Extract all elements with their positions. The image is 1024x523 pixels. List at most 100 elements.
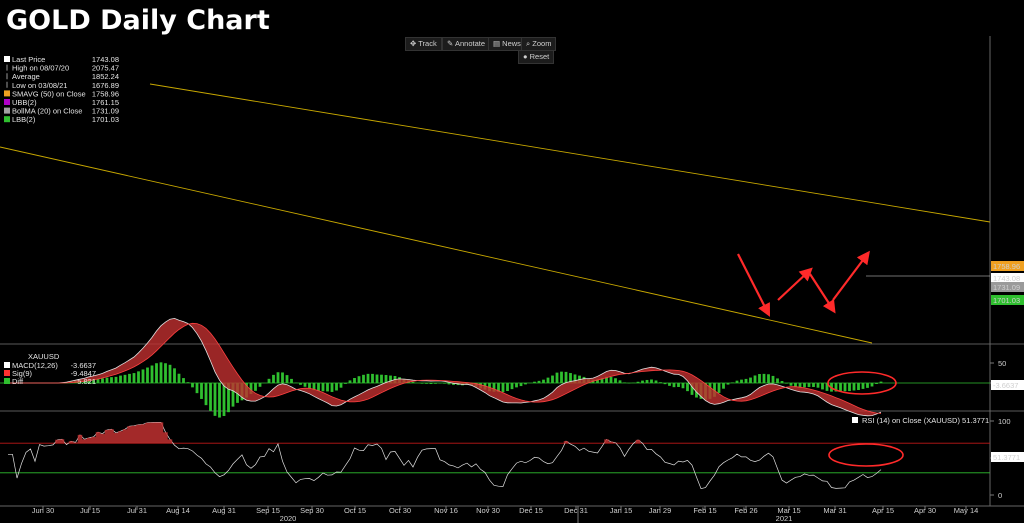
- x-tick-label: Dec 31: [564, 506, 588, 515]
- macd-legend-swatch: [4, 378, 10, 384]
- legend-label: LBB(2): [12, 115, 36, 124]
- trend-arrow: [809, 273, 836, 314]
- macd-histogram-bar: [672, 383, 676, 388]
- zoom-label: Zoom: [532, 39, 552, 48]
- macd-histogram-bar: [146, 367, 149, 383]
- macd-histogram-bar: [861, 383, 865, 389]
- macd-histogram-bar: [105, 377, 109, 383]
- annotate-label: Annotate: [454, 39, 485, 48]
- macd-histogram-bar: [303, 383, 307, 387]
- x-tick-label: Sep 30: [300, 506, 324, 515]
- macd-y-label: 50: [998, 359, 1006, 368]
- macd-histogram-bar: [344, 383, 347, 384]
- macd-histogram-bar: [839, 383, 842, 392]
- x-tick-label: Jun 30: [32, 506, 55, 515]
- macd-histogram-bar: [177, 373, 181, 383]
- legend-label: Last Price: [12, 55, 45, 64]
- legend-swatch: [4, 99, 10, 105]
- macd-histogram-bar: [384, 374, 388, 383]
- macd-histogram-bar: [281, 372, 284, 383]
- legend-swatch: [4, 107, 10, 114]
- chart-title: GOLD Daily Chart: [6, 5, 270, 36]
- macd-histogram-bar: [740, 379, 743, 383]
- macd-line: [8, 317, 882, 417]
- macd-histogram-bar: [299, 383, 302, 385]
- rsi-legend: RSI (14) on Close (XAUUSD) 51.3771: [862, 416, 989, 425]
- macd-histogram-bar: [272, 374, 275, 383]
- macd-histogram-bar: [195, 383, 199, 394]
- macd-histogram-bar: [159, 362, 163, 383]
- macd-legend-value: -3.6637: [71, 361, 96, 370]
- legend-value: 1761.15: [92, 98, 119, 107]
- year-label-2021: 2021: [776, 514, 793, 523]
- macd-histogram-bar: [420, 383, 424, 384]
- macd-histogram-bar: [713, 383, 716, 397]
- macd-histogram-bar: [366, 373, 370, 383]
- macd-histogram-bar: [290, 378, 293, 383]
- x-tick-label: Oct 30: [389, 506, 411, 515]
- price-label-box: [991, 282, 1024, 292]
- annotate-button[interactable]: ✎ Annotate: [442, 37, 490, 51]
- price-label-text: 1743.08: [993, 274, 1020, 283]
- x-tick-label: Aug 31: [212, 506, 236, 515]
- macd-last-label: -3.6637: [993, 381, 1018, 390]
- macd-histogram-bar: [542, 379, 545, 383]
- macd-histogram-bar: [762, 373, 766, 383]
- macd-histogram-bar: [600, 378, 604, 383]
- macd-histogram-bar: [731, 382, 734, 383]
- macd-last-box: [991, 380, 1024, 390]
- macd-histogram-bar: [546, 377, 550, 383]
- rsi-legend-swatch: [852, 417, 858, 423]
- macd-histogram-bar: [717, 383, 721, 393]
- macd-histogram-bar: [803, 383, 806, 388]
- price-label-text: 1701.03: [993, 296, 1020, 305]
- macd-histogram-bar: [429, 383, 433, 385]
- macd-histogram-bar: [123, 374, 127, 383]
- x-tick-label: Aug 14: [166, 506, 190, 515]
- macd-histogram-bar: [155, 363, 158, 383]
- macd-histogram-bar: [132, 373, 136, 383]
- macd-histogram-bar: [659, 382, 662, 383]
- macd-histogram-bar: [524, 383, 527, 385]
- trend-lines: [0, 83, 991, 344]
- macd-histogram-bar: [609, 376, 613, 383]
- macd-histogram-bar: [339, 383, 343, 388]
- macd-histogram-bar: [119, 375, 122, 383]
- macd-histogram-bar: [317, 383, 320, 391]
- news-button[interactable]: ▤ News: [488, 37, 526, 51]
- track-button[interactable]: ✥ Track: [405, 37, 442, 51]
- macd-histogram-bar: [848, 383, 851, 392]
- macd-histogram-bar: [794, 383, 797, 388]
- legend-value: 1852.24: [92, 72, 119, 81]
- macd-histogram-bar: [623, 382, 626, 383]
- macd-histogram-bar: [668, 383, 671, 386]
- macd-histogram-bar: [447, 383, 451, 385]
- macd-histogram-bar: [596, 379, 599, 383]
- trend-arrow: [737, 253, 770, 317]
- rsi-highlight-ellipse: [828, 443, 904, 467]
- macd-symbol: XAUUSD: [28, 352, 60, 361]
- legend-background: [2, 53, 120, 124]
- macd-histogram-bar: [533, 381, 536, 383]
- macd-histogram-bar: [834, 383, 838, 392]
- macd-histogram-bar: [510, 383, 514, 390]
- macd-histogram-bar: [204, 383, 208, 406]
- macd-histogram-bar: [213, 383, 217, 416]
- x-tick-label: Sep 15: [256, 506, 280, 515]
- trend-arrow: [777, 267, 813, 301]
- macd-histogram-bar: [191, 383, 194, 388]
- macd-histogram-bar: [312, 383, 316, 391]
- macd-histogram-bar: [182, 378, 185, 383]
- macd-histogram-bar: [452, 383, 455, 385]
- macd-histogram-bar: [348, 380, 352, 383]
- x-tick-label: Jan 29: [649, 506, 672, 515]
- macd-histogram-bar: [753, 375, 757, 383]
- macd-histogram-bar: [677, 383, 680, 387]
- macd-histogram-bar: [375, 374, 379, 383]
- x-tick-label: Oct 15: [344, 506, 366, 515]
- macd-histogram-bar: [735, 380, 739, 383]
- reset-button[interactable]: ● Reset: [518, 50, 555, 64]
- macd-histogram-bar: [128, 373, 131, 383]
- macd-histogram-bar: [326, 383, 329, 392]
- macd-histogram-bar: [168, 364, 172, 383]
